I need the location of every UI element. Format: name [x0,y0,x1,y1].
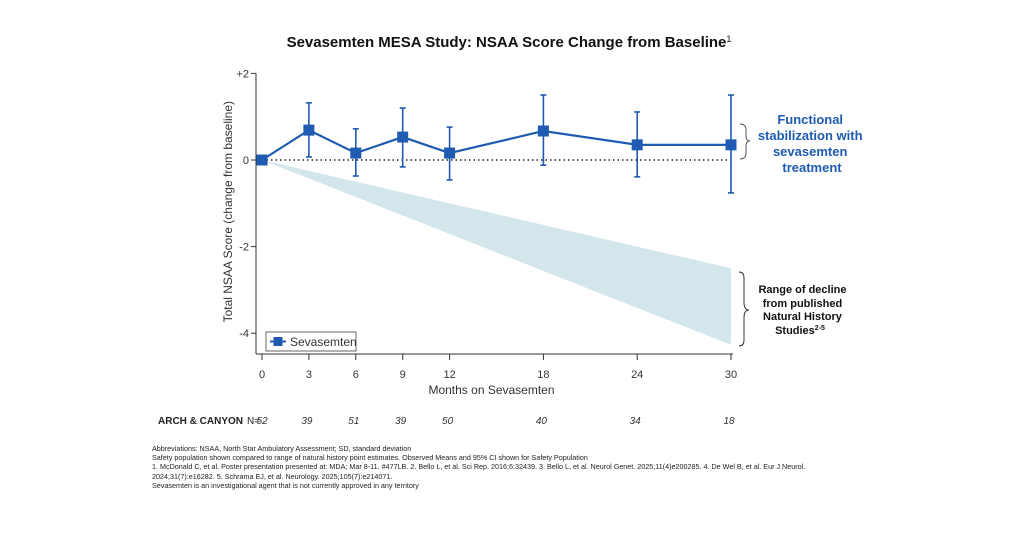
x-tick-label: 0 [259,369,265,381]
x-tick-label: 18 [537,369,549,381]
footnote-disclaimer: Sevasemten is an investigational agent t… [152,480,419,490]
x-tick-label: 24 [631,369,643,381]
x-tick-label: 12 [443,369,455,381]
footnote-population: Safety population shown compared to rang… [152,453,588,463]
stabilization-brace [739,123,751,160]
data-point [725,139,737,151]
data-point [256,154,268,166]
footnote-references-cont: 2024;31(7):e16282. 5. Schrama EJ, et al.… [152,471,393,481]
data-point [537,125,549,137]
n-value: 40 [536,416,548,427]
n-value: 50 [442,416,454,427]
data-point [397,131,409,143]
n-value: 18 [723,416,735,427]
y-axis-label: Total NSAA Score (change from baseline) [221,101,235,322]
natural-history-band [262,160,731,345]
footnote-abbreviations: Abbreviations: NSAA, North Star Ambulato… [152,444,412,453]
footnotes: Abbreviations: NSAA, North Star Ambulato… [152,444,912,490]
decline-annotation: Range of decline from published Natural … [758,284,849,337]
y-tick-label: +2 [236,68,249,80]
n-row-label: ARCH & CANYON N= [158,416,260,427]
legend: Sevasemten [265,331,357,352]
n-value: 52 [256,416,268,427]
y-tick-label: 0 [243,155,249,167]
x-tick-label: 6 [353,369,359,381]
decline-brace [738,271,750,347]
footnote-references: 1. McDonald C, et al. Poster presentatio… [152,462,806,472]
n-value: 34 [630,416,642,427]
n-value: 39 [301,416,313,427]
data-point [303,124,315,136]
legend-box [265,331,357,352]
chart-title: Sevasemten MESA Study: NSAA Score Change… [287,34,732,51]
x-tick-label: 9 [400,369,406,381]
y-tick-label: -4 [239,328,249,340]
data-point [631,139,643,151]
y-tick-label: -2 [239,242,249,254]
stabilization-annotation: Functional stabilization with sevasemten… [758,112,866,175]
data-point [444,147,456,159]
data-point [350,147,362,159]
x-axis-label: Months on Sevasemten [428,383,554,397]
n-value: 39 [395,416,407,427]
series-line-sevasemten [261,128,731,161]
n-value: 51 [348,416,359,427]
x-tick-label: 3 [306,369,312,381]
legend-label: Sevasemten [290,335,357,349]
legend-marker-square [273,337,283,346]
x-tick-label: 30 [725,369,737,381]
